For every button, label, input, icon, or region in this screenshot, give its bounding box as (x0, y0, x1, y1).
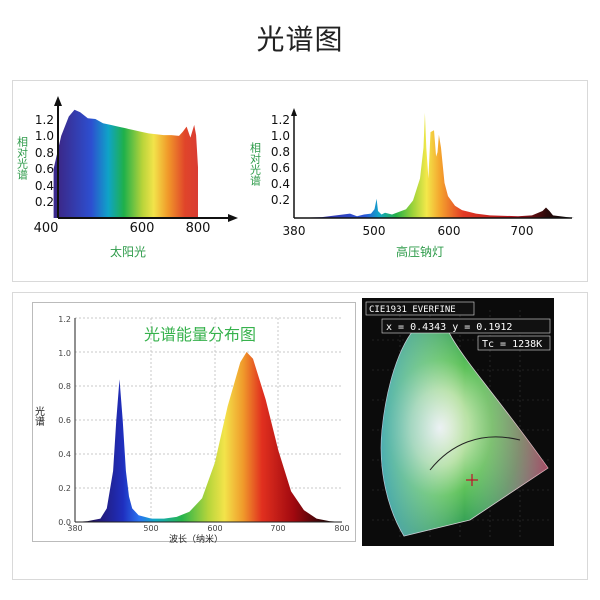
sun-title: 太阳光 (110, 244, 146, 259)
hps-chart: 380 500 600 700 1.2 1.0 0.8 0.6 0.4 0.2 … (249, 108, 574, 259)
energy-y-tick: 0.0 (58, 518, 71, 527)
cie-gamut-overlay (381, 319, 548, 536)
hps-title: 高压钠灯 (396, 244, 444, 259)
sunlight-chart: 400 600 800 1.2 1.0 0.8 0.6 0.4 0.2 相对光谱… (16, 96, 238, 259)
cie-title: CIE1931 EVERFINE (369, 305, 456, 315)
sun-y-tick: 0.4 (35, 179, 54, 193)
sun-x-axis-arrow (228, 214, 238, 222)
energy-x-tick: 800 (334, 524, 349, 533)
hps-x-tick: 380 (283, 224, 306, 238)
hps-spectrum-area (294, 112, 574, 218)
hps-y-tick: 0.2 (271, 193, 290, 207)
cie-chart: CIE1931 EVERFINE x = 0.4343 y = 0.1912 T… (365, 301, 552, 540)
energy-y-tick: 0.4 (58, 450, 71, 459)
energy-y-label: 光谱 (33, 405, 45, 427)
hps-y-tick: 1.0 (271, 129, 290, 143)
energy-title: 光谱能量分布图 (144, 325, 256, 344)
sunlight-spectrum-area (53, 109, 198, 218)
hps-x-tick: 500 (363, 224, 386, 238)
sun-y-tick: 0.2 (35, 195, 54, 209)
sun-y-axis-arrow (54, 96, 62, 106)
energy-y-tick: 1.0 (58, 349, 71, 358)
energy-spectrum-area (75, 352, 342, 522)
energy-y-tick: 0.6 (58, 416, 71, 425)
hps-y-tick: 0.8 (271, 145, 290, 159)
hps-y-axis-arrow (291, 108, 297, 116)
sun-x-tick: 600 (130, 221, 155, 236)
cie-tc-readout: Tc = 1238K (482, 339, 542, 350)
hps-x-tick: 700 (511, 224, 534, 238)
sun-x-tick: 400 (34, 221, 59, 236)
sun-y-tick: 1.0 (35, 129, 54, 143)
sun-x-tick: 800 (186, 221, 211, 236)
page-title: 光谱图 (256, 23, 344, 56)
sun-y-tick: 0.6 (35, 162, 54, 176)
energy-x-tick: 500 (143, 524, 158, 533)
cie-xy-box (381, 318, 551, 334)
hps-y-tick: 1.2 (271, 113, 290, 127)
energy-chart: 380 500 600 700 800 0.0 0.2 0.4 0.6 0.8 … (33, 315, 350, 545)
hps-y-tick: 0.4 (271, 177, 290, 191)
cie-tc-box (477, 335, 551, 351)
sun-y-tick: 1.2 (35, 113, 54, 127)
hps-x-tick: 600 (438, 224, 461, 238)
cie-point-marker (466, 474, 478, 486)
energy-x-tick: 600 (207, 524, 222, 533)
sun-y-tick: 0.8 (35, 146, 54, 160)
cie-title-box (365, 301, 475, 316)
sun-y-label: 相对光谱 (16, 136, 29, 180)
hps-y-label: 相对光谱 (249, 142, 262, 186)
cie-planckian-locus (429, 436, 521, 471)
energy-chart-frame (32, 302, 356, 542)
energy-x-tick: 700 (270, 524, 285, 533)
energy-y-tick: 1.2 (58, 315, 71, 324)
energy-y-tick: 0.8 (58, 382, 71, 391)
cie-xy-readout: x = 0.4343 y = 0.1912 (386, 322, 512, 333)
energy-x-label: 波长（纳米） (169, 533, 223, 545)
energy-y-tick: 0.2 (58, 484, 71, 493)
energy-x-tick: 380 (67, 524, 82, 533)
hps-y-tick: 0.6 (271, 161, 290, 175)
